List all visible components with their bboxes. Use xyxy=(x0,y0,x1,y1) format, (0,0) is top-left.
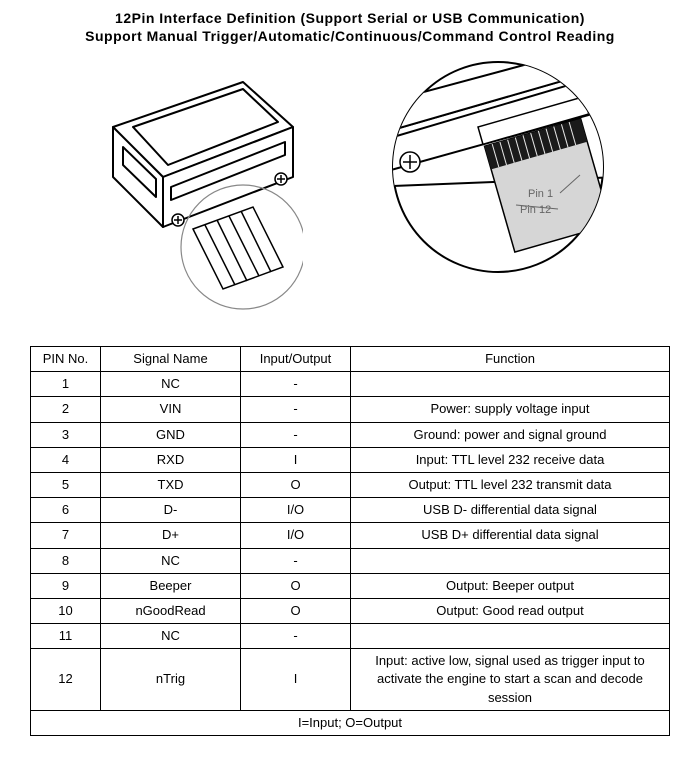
table-row: 7D+I/OUSB D+ differential data signal xyxy=(31,523,670,548)
cell-io: - xyxy=(241,624,351,649)
cell-pin: 8 xyxy=(31,548,101,573)
diagram-detail-circle: Pin 1 Pin 12 xyxy=(348,57,648,332)
cell-signal: VIN xyxy=(101,397,241,422)
table-row: 9BeeperOOutput: Beeper output xyxy=(31,573,670,598)
table-row: 11NC- xyxy=(31,624,670,649)
cell-pin: 10 xyxy=(31,598,101,623)
cell-fn: Input: active low, signal used as trigge… xyxy=(351,649,670,711)
table-row: 6D-I/OUSB D- differential data signal xyxy=(31,498,670,523)
table-row: 10nGoodReadOOutput: Good read output xyxy=(31,598,670,623)
detail-svg: Pin 1 Pin 12 xyxy=(348,57,648,327)
cell-io: - xyxy=(241,548,351,573)
cell-signal: NC xyxy=(101,372,241,397)
cell-io: O xyxy=(241,573,351,598)
cell-io: I xyxy=(241,649,351,711)
cell-pin: 4 xyxy=(31,447,101,472)
table-row: 4RXDIInput: TTL level 232 receive data xyxy=(31,447,670,472)
title-line-1: 12Pin Interface Definition (Support Seri… xyxy=(30,10,670,26)
footnote-cell: I=Input; O=Output xyxy=(31,710,670,735)
table-row: 3GND-Ground: power and signal ground xyxy=(31,422,670,447)
cell-io: I/O xyxy=(241,498,351,523)
cell-fn: USB D+ differential data signal xyxy=(351,523,670,548)
cell-pin: 5 xyxy=(31,472,101,497)
cell-fn: Ground: power and signal ground xyxy=(351,422,670,447)
table-row: 12nTrigIInput: active low, signal used a… xyxy=(31,649,670,711)
cell-pin: 12 xyxy=(31,649,101,711)
cell-io: - xyxy=(241,422,351,447)
th-pin: PIN No. xyxy=(31,347,101,372)
th-fn: Function xyxy=(351,347,670,372)
module-iso-svg xyxy=(53,57,303,327)
diagram-row: Pin 1 Pin 12 xyxy=(30,54,670,334)
cell-fn xyxy=(351,372,670,397)
cell-signal: GND xyxy=(101,422,241,447)
table-row: 5TXDOOutput: TTL level 232 transmit data xyxy=(31,472,670,497)
cell-fn: Power: supply voltage input xyxy=(351,397,670,422)
cell-signal: RXD xyxy=(101,447,241,472)
th-signal: Signal Name xyxy=(101,347,241,372)
cell-pin: 1 xyxy=(31,372,101,397)
cell-io: O xyxy=(241,472,351,497)
title-block: 12Pin Interface Definition (Support Seri… xyxy=(30,10,670,44)
cell-fn xyxy=(351,548,670,573)
table-header-row: PIN No. Signal Name Input/Output Functio… xyxy=(31,347,670,372)
table-footnote-row: I=Input; O=Output xyxy=(31,710,670,735)
cell-pin: 6 xyxy=(31,498,101,523)
cell-io: I xyxy=(241,447,351,472)
table-row: 1NC- xyxy=(31,372,670,397)
cell-signal: NC xyxy=(101,548,241,573)
pin-table: PIN No. Signal Name Input/Output Functio… xyxy=(30,346,670,736)
cell-pin: 3 xyxy=(31,422,101,447)
diagram-module-iso xyxy=(53,57,303,332)
cell-fn xyxy=(351,624,670,649)
cell-io: - xyxy=(241,397,351,422)
th-io: Input/Output xyxy=(241,347,351,372)
cell-fn: Output: Good read output xyxy=(351,598,670,623)
pin-table-body: 1NC- 2VIN-Power: supply voltage input 3G… xyxy=(31,372,670,736)
cell-pin: 2 xyxy=(31,397,101,422)
cell-signal: nTrig xyxy=(101,649,241,711)
title-line-2: Support Manual Trigger/Automatic/Continu… xyxy=(30,28,670,44)
cell-io: - xyxy=(241,372,351,397)
cell-signal: NC xyxy=(101,624,241,649)
cell-io: I/O xyxy=(241,523,351,548)
cell-pin: 11 xyxy=(31,624,101,649)
cell-fn: Output: TTL level 232 transmit data xyxy=(351,472,670,497)
cell-signal: D+ xyxy=(101,523,241,548)
cell-signal: Beeper xyxy=(101,573,241,598)
cell-fn: Input: TTL level 232 receive data xyxy=(351,447,670,472)
cell-pin: 9 xyxy=(31,573,101,598)
table-row: 2VIN-Power: supply voltage input xyxy=(31,397,670,422)
cell-signal: D- xyxy=(101,498,241,523)
pin1-label: Pin 1 xyxy=(528,188,553,200)
cell-fn: USB D- differential data signal xyxy=(351,498,670,523)
cell-fn: Output: Beeper output xyxy=(351,573,670,598)
cell-signal: TXD xyxy=(101,472,241,497)
cell-pin: 7 xyxy=(31,523,101,548)
cell-io: O xyxy=(241,598,351,623)
table-row: 8NC- xyxy=(31,548,670,573)
cell-signal: nGoodRead xyxy=(101,598,241,623)
